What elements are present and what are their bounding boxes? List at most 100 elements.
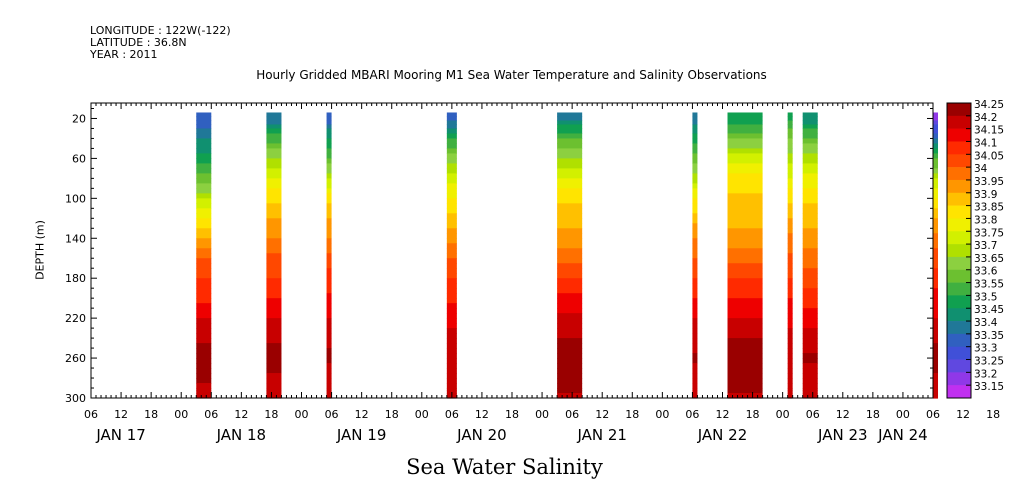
data-cell (196, 188, 212, 194)
data-cell (196, 233, 212, 239)
data-cell (326, 363, 332, 369)
colorbar-swatch (947, 218, 971, 232)
data-cell (727, 373, 763, 379)
data-cell (787, 358, 793, 364)
data-cell (692, 218, 698, 224)
data-cell (446, 343, 457, 349)
data-cell (787, 193, 793, 199)
data-cell (727, 298, 763, 304)
colorbar-label: 33.6 (974, 266, 998, 278)
data-cell (266, 203, 282, 209)
data-cell (196, 328, 212, 334)
x-day-label: JAN 22 (697, 426, 748, 444)
data-cell (326, 313, 332, 319)
data-cell (933, 148, 939, 155)
colorbar-swatch (947, 359, 971, 373)
data-cell (692, 363, 698, 369)
data-cell (787, 288, 793, 294)
data-cell (787, 158, 793, 164)
data-cell (196, 283, 212, 289)
data-cell (692, 223, 698, 229)
data-cell (557, 328, 583, 334)
data-cell (727, 213, 763, 219)
colorbar-label: 33.25 (974, 356, 1004, 368)
data-cell (446, 348, 457, 354)
x-hour-tick-label: 12 (234, 408, 248, 421)
data-cell (446, 198, 457, 204)
data-cell (802, 393, 818, 397)
data-cell (196, 168, 212, 174)
data-cell (326, 383, 332, 389)
data-cell (196, 153, 212, 159)
colorbar-swatch (947, 308, 971, 322)
data-cell (933, 378, 939, 384)
data-cell (326, 198, 332, 204)
colorbar-swatch (947, 295, 971, 309)
data-cell (446, 328, 457, 334)
data-cell (326, 283, 332, 289)
data-cell (802, 358, 818, 364)
data-cell (727, 263, 763, 269)
data-cell (727, 378, 763, 384)
data-cell (692, 228, 698, 234)
data-cell (266, 378, 282, 384)
data-cell (802, 208, 818, 214)
data-cell (326, 120, 332, 126)
colorbar-label: 33.9 (974, 189, 997, 201)
data-cell (557, 338, 583, 344)
data-cell (326, 368, 332, 374)
data-cell (727, 173, 763, 179)
data-cell (266, 183, 282, 189)
data-cell (196, 373, 212, 379)
data-cell (446, 178, 457, 184)
data-block (326, 112, 332, 399)
data-cell (196, 243, 212, 249)
colorbar-label: 34.15 (974, 125, 1004, 137)
data-cell (802, 168, 818, 174)
data-cell (557, 278, 583, 284)
data-cell (446, 358, 457, 364)
data-cell (557, 333, 583, 339)
data-cell (196, 158, 212, 164)
data-cell (727, 208, 763, 214)
data-cell (787, 313, 793, 319)
data-cell (326, 163, 332, 169)
data-cell (196, 390, 212, 394)
data-cell (266, 268, 282, 274)
data-cell (266, 228, 282, 234)
data-cell (326, 228, 332, 234)
data-cell (727, 183, 763, 189)
data-cell (266, 143, 282, 150)
data-cell (446, 183, 457, 189)
colorbar-label: 33.75 (974, 227, 1004, 239)
y-tick-label: 60 (72, 152, 86, 165)
data-cell (933, 203, 939, 209)
data-cell (933, 238, 939, 244)
data-cell (266, 333, 282, 339)
colorbar-swatch (947, 385, 971, 399)
data-cell (557, 308, 583, 314)
data-cell (787, 343, 793, 349)
data-cell (446, 313, 457, 319)
data-cell (557, 273, 583, 279)
data-cell (692, 263, 698, 269)
data-cell (266, 112, 282, 118)
data-cell (266, 390, 282, 394)
data-cell (802, 218, 818, 224)
data-cell (266, 243, 282, 249)
data-cell (692, 273, 698, 279)
data-cell (266, 248, 282, 254)
data-cell (933, 288, 939, 294)
data-cell (326, 268, 332, 274)
data-cell (727, 368, 763, 374)
data-cell (266, 358, 282, 364)
data-cell (266, 124, 282, 130)
data-cell (196, 353, 212, 359)
data-cell (196, 343, 212, 349)
data-cell (196, 383, 212, 389)
data-cell (446, 378, 457, 384)
x-hour-tick-label: 00 (174, 408, 188, 421)
data-cell (727, 390, 763, 394)
data-cell (446, 188, 457, 194)
data-cell (446, 263, 457, 269)
